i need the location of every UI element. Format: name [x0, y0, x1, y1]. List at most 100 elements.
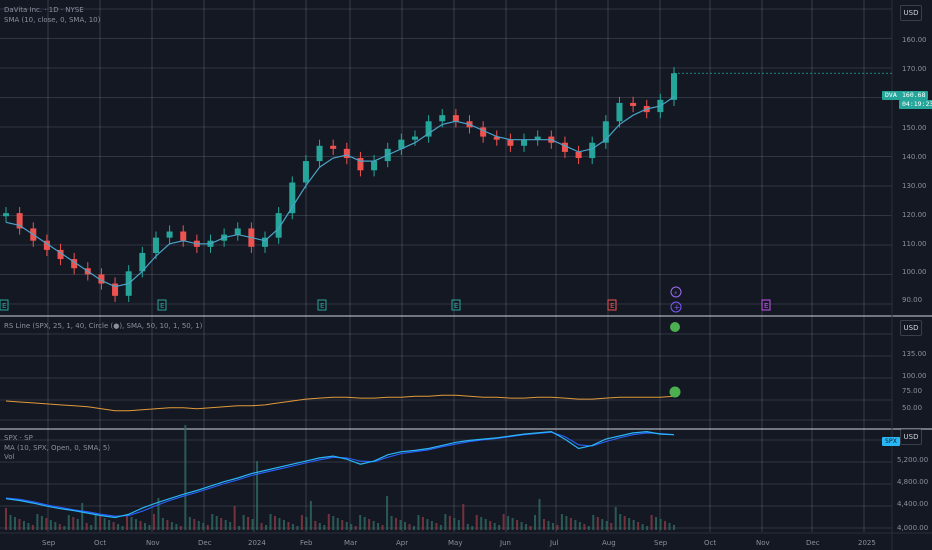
spx-axis-tick: 4,000.00 [897, 524, 928, 532]
volume-bar [305, 517, 308, 530]
candle-body [262, 237, 269, 247]
volume-bar [130, 517, 133, 530]
candle-body [575, 151, 582, 159]
earnings-event-marker [317, 299, 327, 311]
volume-bar [126, 515, 129, 530]
volume-bar [605, 521, 608, 530]
volume-bar [404, 522, 407, 530]
volume-bar [493, 523, 496, 530]
candle-body [180, 231, 187, 241]
volume-bar [560, 514, 563, 530]
volume-bar [637, 522, 640, 530]
volume-bar [13, 517, 16, 530]
candle-body [71, 259, 78, 269]
rs-current-dot [669, 386, 681, 398]
volume-bar [72, 517, 75, 530]
candle-body [302, 161, 309, 183]
time-axis-tick: 2025 [858, 539, 876, 547]
volume-bar [197, 521, 200, 530]
volume-bar [238, 526, 241, 530]
volume-bar [229, 522, 232, 530]
rs-currency-button[interactable]: USD [900, 320, 922, 336]
volume-bar [475, 515, 478, 530]
volume-bar [664, 521, 667, 530]
volume-bar [673, 525, 675, 530]
candle-body [152, 237, 159, 253]
spx-title-legend: SPX · SP [4, 434, 33, 442]
volume-bar [63, 526, 66, 530]
candle-body [234, 228, 241, 235]
candle-body [425, 121, 432, 137]
volume-bar [547, 521, 550, 530]
volume-bar [534, 515, 537, 530]
price-axis-tick: 90.00 [902, 296, 922, 304]
time-axis-tick: Oct [704, 539, 716, 547]
volume-bar [341, 520, 344, 530]
volume-bar [31, 525, 34, 530]
time-axis-tick: Aug [602, 539, 616, 547]
volume-bar [220, 518, 223, 530]
volume-bar [498, 525, 501, 530]
volume-bar [457, 520, 460, 530]
spx-currency-button[interactable]: USD [900, 429, 922, 445]
volume-bar [269, 514, 272, 530]
time-axis-tick: Dec [806, 539, 820, 547]
volume-bar [76, 519, 79, 530]
volume-bar [18, 519, 21, 530]
spx-line [5, 430, 675, 519]
candle-body [616, 102, 623, 122]
time-axis-tick: Nov [146, 539, 160, 547]
volume-bar [202, 523, 205, 530]
volume-bar [139, 521, 142, 530]
dva-symbol-tag: DVA [882, 91, 900, 100]
candle-body [589, 142, 596, 159]
volume-bar [273, 516, 276, 530]
volume-bar [395, 518, 398, 530]
volume-bar [444, 514, 447, 530]
time-axis-tick: Sep [42, 539, 56, 547]
volume-bar [336, 518, 339, 530]
volume-bar [439, 525, 442, 530]
volume-bar [502, 514, 505, 530]
rs-axis-tick: 135.00 [902, 350, 927, 358]
candle-body [166, 231, 173, 238]
earnings-event-label: E [764, 302, 768, 310]
volume-bar [224, 520, 227, 530]
volume-bar [529, 526, 532, 530]
volume-bar [650, 515, 653, 530]
volume-bar [412, 526, 415, 530]
volume-bar [484, 519, 487, 530]
volume-bar [152, 514, 155, 530]
volume-bar [49, 520, 52, 530]
volume-bar [372, 521, 375, 530]
volume-bar [242, 515, 245, 530]
volume-bar [628, 518, 631, 530]
volume-bar [265, 525, 268, 530]
volume-bar [36, 514, 39, 530]
candle-body [480, 127, 487, 137]
lightning-icon [670, 286, 682, 298]
main-currency-button[interactable]: USD [900, 5, 922, 21]
volume-bar [551, 523, 554, 530]
price-axis-tick: 100.00 [902, 268, 927, 276]
candle-body [561, 142, 568, 152]
volume-bar [260, 523, 263, 530]
volume-bar [462, 504, 465, 530]
rs-line [5, 394, 675, 412]
volume-bar [314, 521, 317, 530]
volume-bar [381, 525, 384, 530]
volume-bar [421, 517, 424, 530]
candle-body [316, 145, 323, 162]
volume-bar [632, 520, 635, 530]
volume-bar [574, 520, 577, 530]
volume-bar [256, 461, 259, 530]
earnings-event-marker [451, 299, 461, 311]
spx-axis-tick: 4,400.00 [897, 500, 928, 508]
plus-icon-glyph: + [674, 303, 681, 312]
volume-bar [619, 514, 622, 530]
volume-bar [99, 516, 102, 530]
price-axis-tick: 140.00 [902, 153, 927, 161]
volume-bar [188, 517, 191, 530]
candle-body [57, 249, 64, 260]
